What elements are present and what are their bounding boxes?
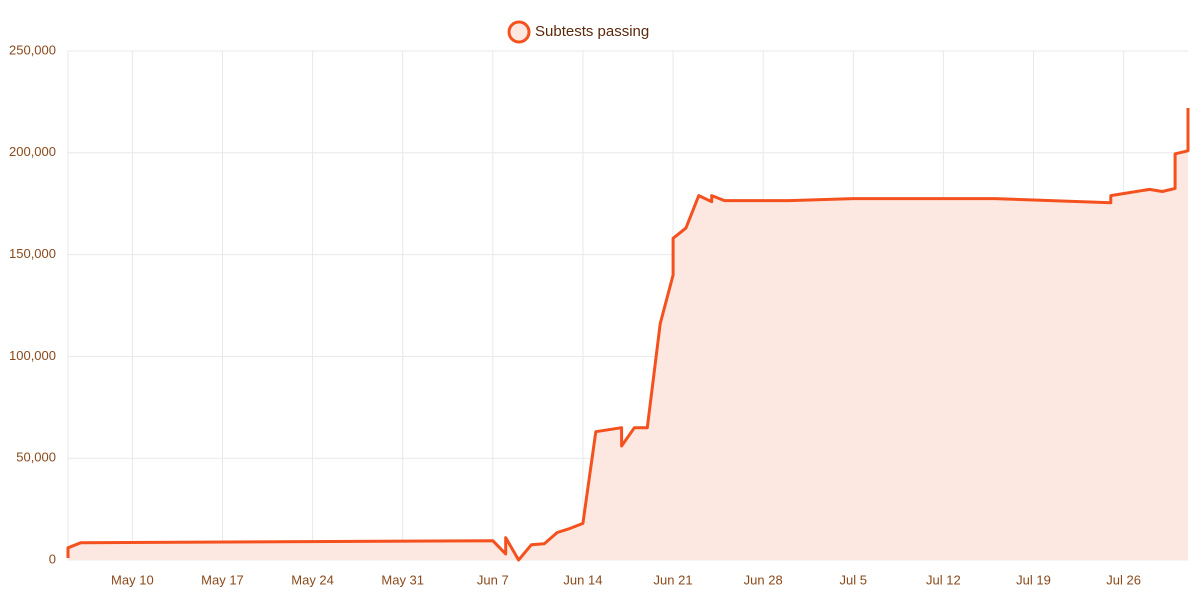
x-tick-label: May 10 [111, 572, 154, 587]
y-tick-label: 200,000 [9, 144, 56, 159]
x-tick-label: Jul 12 [926, 572, 961, 587]
y-tick-label: 50,000 [16, 450, 56, 465]
x-tick-label: Jul 26 [1106, 572, 1141, 587]
area [68, 108, 1188, 560]
x-tick-label: Jun 7 [477, 572, 509, 587]
y-tick-label: 150,000 [9, 246, 56, 261]
x-tick-label: May 31 [381, 572, 424, 587]
y-tick-label: 100,000 [9, 348, 56, 363]
y-tick-label: 0 [49, 551, 56, 566]
x-tick-label: May 17 [201, 572, 244, 587]
x-tick-label: Jul 5 [840, 572, 867, 587]
x-tick-label: Jun 28 [744, 572, 783, 587]
x-tick-label: Jun 21 [654, 572, 693, 587]
x-tick-label: May 24 [291, 572, 334, 587]
x-tick-label: Jun 14 [563, 572, 602, 587]
y-tick-label: 250,000 [9, 42, 56, 57]
legend-marker [507, 20, 531, 44]
line [66, 108, 1190, 562]
legend-label: Subtests passing [535, 23, 649, 40]
x-tick-label: Jul 19 [1016, 572, 1051, 587]
